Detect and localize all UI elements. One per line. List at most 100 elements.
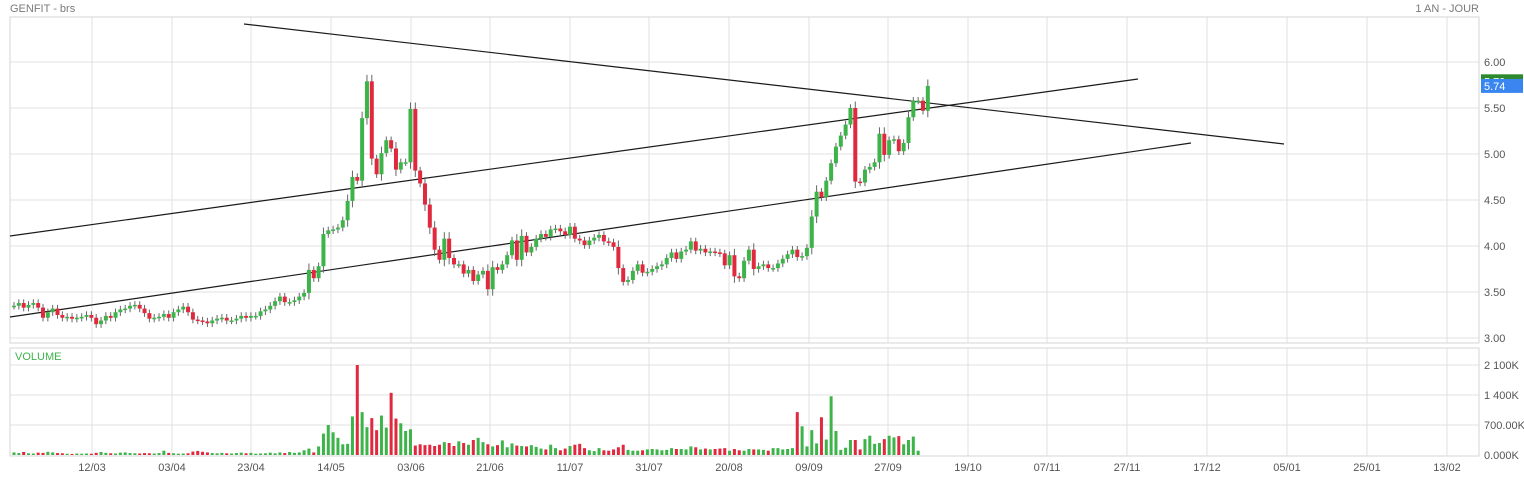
volume-bar xyxy=(877,443,881,455)
candle-body xyxy=(89,315,94,318)
candle-body xyxy=(650,269,655,272)
volume-bar xyxy=(452,446,456,455)
candle-body xyxy=(152,317,157,320)
candle-body xyxy=(103,315,108,321)
candle-body xyxy=(751,249,756,269)
volume-bar xyxy=(234,453,238,455)
candle-body xyxy=(785,254,790,259)
volume-bar xyxy=(215,453,219,455)
volume-bar xyxy=(703,448,707,455)
candle-body xyxy=(142,308,147,314)
volume-bar xyxy=(868,435,872,455)
volume-bar xyxy=(75,453,79,455)
volume-bar xyxy=(766,450,770,455)
candle-body xyxy=(688,241,693,250)
volume-bar xyxy=(201,451,205,455)
volume-tick-label: 700.00K xyxy=(1484,420,1524,432)
candle-body xyxy=(887,140,892,155)
volume-bar xyxy=(486,444,490,455)
volume-bar xyxy=(31,453,35,455)
candle-body xyxy=(403,162,408,164)
volume-bar xyxy=(65,453,69,455)
volume-bar xyxy=(312,452,316,455)
price-panel-frame xyxy=(9,16,1480,344)
candle-body xyxy=(877,133,882,163)
candle-body xyxy=(229,320,234,323)
volume-tick-label: 0.000K xyxy=(1484,450,1520,462)
volume-bar xyxy=(259,453,263,455)
volume-bar xyxy=(143,453,147,455)
candle-body xyxy=(597,234,602,238)
volume-bar xyxy=(365,427,369,455)
candle-body xyxy=(891,139,896,141)
candle-body xyxy=(181,306,186,310)
candle-body xyxy=(819,191,824,198)
candle-body xyxy=(297,296,302,301)
candle-body xyxy=(640,264,645,273)
volume-bar xyxy=(515,445,519,455)
volume-bar xyxy=(433,446,437,455)
candle-body xyxy=(437,249,442,260)
volume-bar xyxy=(887,435,891,455)
candle-body xyxy=(422,183,427,205)
candle-body xyxy=(804,247,809,257)
candle-body xyxy=(829,163,834,181)
volume-bar xyxy=(742,450,746,455)
volume-bar xyxy=(186,453,190,455)
volume-bar xyxy=(636,450,640,455)
candle-body xyxy=(679,251,684,259)
candle-body xyxy=(340,220,345,228)
volume-bar xyxy=(114,453,118,455)
volume-bar xyxy=(824,439,828,455)
volume-bar xyxy=(858,449,862,455)
candle-body xyxy=(901,142,906,152)
volume-bar xyxy=(336,437,340,455)
candle-body xyxy=(655,266,660,269)
candle-body xyxy=(186,306,191,313)
candle-body xyxy=(331,229,336,231)
volume-bar xyxy=(587,450,591,455)
volume-bar xyxy=(128,453,132,455)
candle-body xyxy=(727,255,732,266)
volume-bar xyxy=(442,442,446,455)
price-tick-label: 6.00 xyxy=(1484,57,1505,69)
volume-bar xyxy=(476,437,480,455)
volume-bar xyxy=(645,449,649,455)
volume-bar xyxy=(94,452,98,455)
volume-bar xyxy=(384,427,388,455)
candle-body xyxy=(26,304,31,308)
candle-body xyxy=(867,166,872,170)
candle-body xyxy=(335,227,340,230)
volume-bar xyxy=(568,446,572,455)
volume-bar xyxy=(578,443,582,455)
candle-body xyxy=(248,315,253,318)
period-label[interactable]: 1 AN - JOUR xyxy=(1415,3,1479,15)
volume-bar xyxy=(423,445,427,455)
candle-body xyxy=(147,313,152,319)
candle-body xyxy=(123,308,128,311)
volume-bar xyxy=(800,426,804,455)
volume-bar xyxy=(558,450,562,455)
candle-body xyxy=(205,321,210,324)
candle-body xyxy=(36,303,41,308)
last-price-badge xyxy=(1481,78,1523,93)
candle-body xyxy=(775,263,780,269)
volume-bar xyxy=(317,446,321,455)
candle-body xyxy=(809,216,814,248)
volume-bar xyxy=(394,418,398,455)
volume-bar xyxy=(529,445,533,455)
date-tick-label: 25/01 xyxy=(1353,462,1381,474)
candle-body xyxy=(543,234,548,237)
volume-bar xyxy=(713,449,717,455)
volume-bar xyxy=(437,444,441,455)
volume-bar xyxy=(505,447,509,455)
volume-bar xyxy=(46,451,50,455)
candle-body xyxy=(263,309,268,312)
candle-body xyxy=(587,240,592,246)
candle-body xyxy=(316,266,321,279)
date-tick-label: 23/04 xyxy=(237,462,265,474)
volume-bar xyxy=(641,450,645,455)
date-tick-label: 31/07 xyxy=(635,462,663,474)
candle-body xyxy=(582,240,587,246)
